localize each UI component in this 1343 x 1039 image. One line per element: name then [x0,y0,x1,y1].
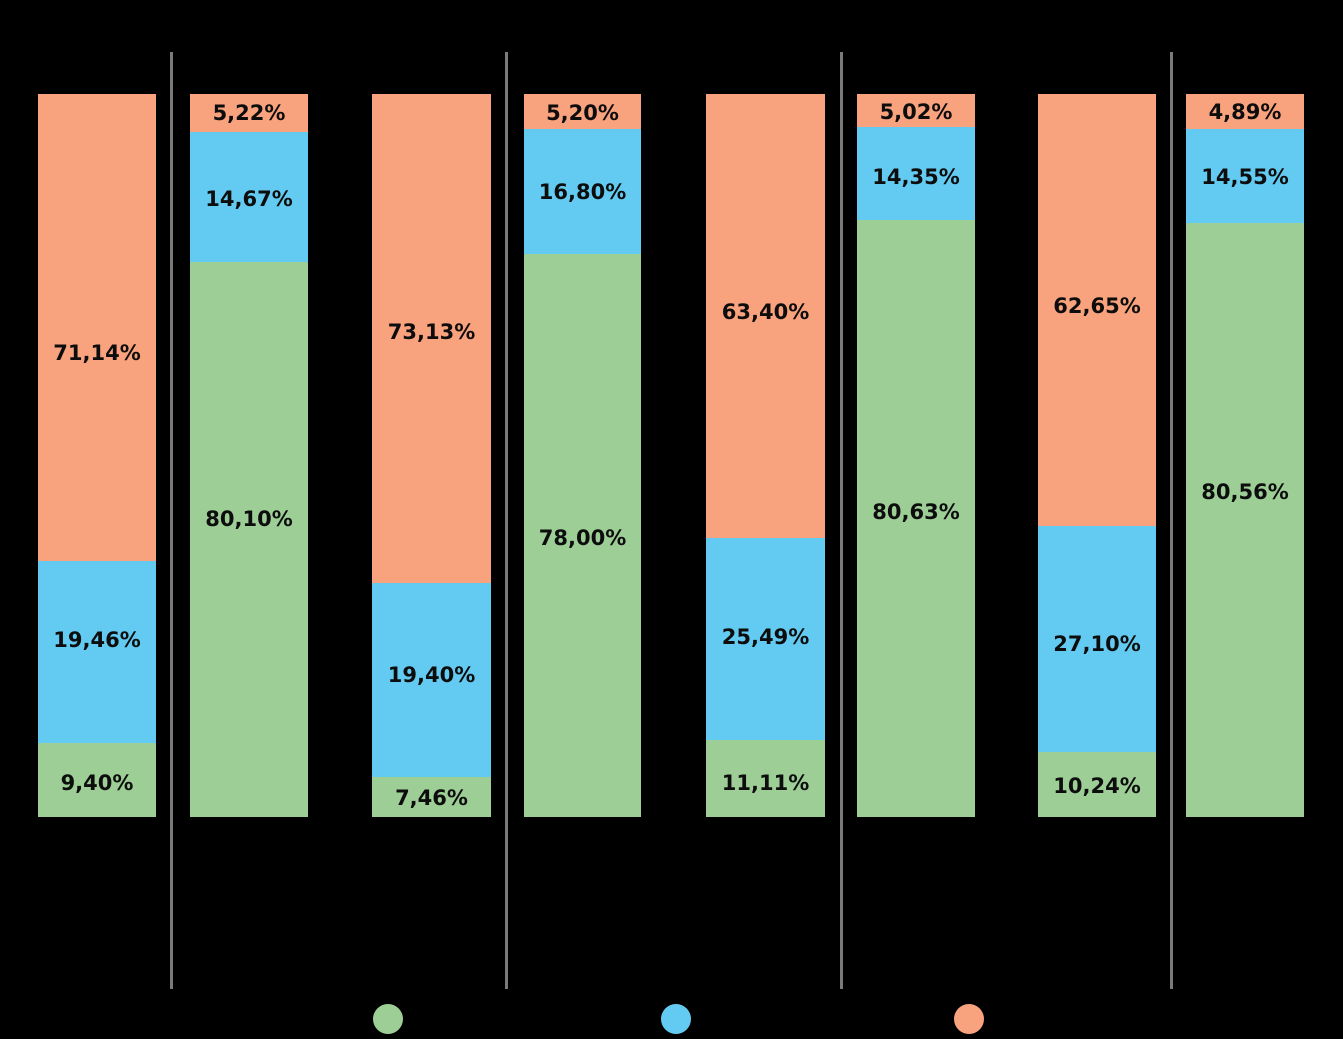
stacked-bar: 62,65% 27,10% 10,24% [1038,94,1156,817]
bar-segment-blue: 25,49% [706,538,825,740]
stacked-bar: 5,20% 16,80% 78,00% [524,94,641,817]
segment-value-label: 27,10% [1053,632,1141,656]
segment-value-label: 71,14% [53,341,141,365]
bar-segment-orange: 62,65% [1038,94,1156,526]
bar-segment-green: 78,00% [524,254,641,817]
segment-value-label: 16,80% [538,180,627,204]
segment-value-label: 14,67% [205,187,293,211]
legend-dot-green [373,1004,403,1034]
segment-value-label: 80,63% [872,500,960,524]
pair-separator-line [505,52,508,989]
pair-separator-line [170,52,173,989]
bar-segment-green: 9,40% [38,743,156,817]
stacked-bar: 63,40% 25,49% 11,11% [706,94,825,817]
bar-segment-orange: 5,02% [857,94,975,127]
pair-separator-line [840,52,843,989]
segment-value-label: 63,40% [721,300,810,324]
bar-segment-blue: 16,80% [524,129,641,254]
bar-segment-orange: 73,13% [372,94,491,583]
bar-segment-green: 80,56% [1186,223,1304,817]
bar-segment-blue: 14,55% [1186,129,1304,223]
segment-value-label: 9,40% [60,771,134,795]
bar-segment-orange: 4,89% [1186,94,1304,129]
segment-value-label: 14,35% [872,165,960,189]
segment-value-label: 80,56% [1201,480,1289,504]
bar-segment-blue: 19,40% [372,583,491,777]
segment-value-label: 73,13% [387,320,476,344]
stacked-bar: 5,02% 14,35% 80,63% [857,94,975,817]
bar-segment-green: 11,11% [706,740,825,817]
segment-value-label: 4,89% [1208,100,1282,124]
stacked-bar: 73,13% 19,40% 7,46% [372,94,491,817]
segment-value-label: 25,49% [721,625,810,649]
segment-value-label: 11,11% [721,771,810,795]
legend-dot-blue [661,1004,691,1034]
segment-value-label: 14,55% [1201,165,1289,189]
pair-separator-line [1170,52,1173,989]
segment-value-label: 7,46% [395,786,468,810]
bar-segment-green: 7,46% [372,777,491,817]
bar-segment-blue: 14,67% [190,132,308,262]
segment-value-label: 80,10% [205,507,293,531]
bar-segment-orange: 5,22% [190,94,308,132]
stacked-bar: 4,89% 14,55% 80,56% [1186,94,1304,817]
stacked-bar: 71,14% 19,46% 9,40% [38,94,156,817]
bar-segment-blue: 14,35% [857,127,975,220]
bar-segment-green: 80,63% [857,220,975,817]
segment-value-label: 19,46% [53,628,141,652]
segment-value-label: 62,65% [1053,294,1141,318]
segment-value-label: 78,00% [538,526,627,550]
legend-dot-orange [954,1004,984,1034]
segment-value-label: 5,20% [546,101,619,125]
bar-segment-blue: 27,10% [1038,526,1156,752]
segment-value-label: 5,02% [879,100,953,124]
stacked-bar: 5,22% 14,67% 80,10% [190,94,308,817]
bar-segment-green: 80,10% [190,262,308,817]
bar-segment-orange: 71,14% [38,94,156,561]
segment-value-label: 10,24% [1053,774,1141,798]
segment-value-label: 19,40% [387,663,476,687]
bar-segment-orange: 5,20% [524,94,641,129]
segment-value-label: 5,22% [212,101,286,125]
bar-segment-orange: 63,40% [706,94,825,538]
bar-segment-blue: 19,46% [38,561,156,743]
bar-segment-green: 10,24% [1038,752,1156,817]
